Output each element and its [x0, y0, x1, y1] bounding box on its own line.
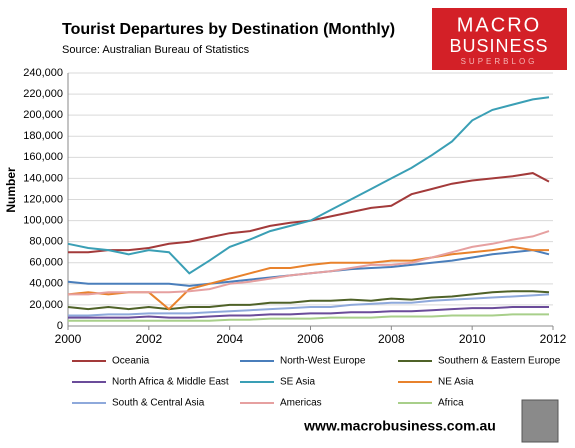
legend-label: Southern & Eastern Europe [438, 356, 561, 367]
legend-label: Americas [280, 398, 322, 409]
series-line [68, 306, 549, 319]
footer-url: www.macrobusiness.com.au [303, 418, 496, 434]
y-tick-label: 240,000 [23, 67, 63, 79]
y-tick-label: 80,000 [29, 236, 63, 248]
logo-text: SUPERBLOG [461, 57, 538, 66]
series-line [67, 96, 550, 275]
legend-label: South & Central Asia [112, 398, 205, 409]
series-line [67, 290, 550, 311]
logo-text: MACRO [457, 14, 541, 36]
y-tick-label: 100,000 [23, 214, 63, 226]
legend-label: Oceania [112, 356, 150, 367]
series-line [68, 293, 550, 317]
y-tick-label: 60,000 [29, 257, 63, 269]
legend-label: SE Asia [280, 377, 315, 388]
y-tick-label: 40,000 [29, 278, 63, 290]
y-tick-label: 140,000 [23, 172, 63, 184]
logo-box [432, 8, 567, 70]
x-tick-label: 2010 [459, 332, 486, 346]
chart-subtitle: Source: Australian Bureau of Statistics [62, 44, 250, 56]
series-line [68, 230, 550, 296]
series-line [68, 313, 549, 322]
legend-label: Africa [438, 398, 464, 409]
x-tick-label: 2002 [135, 332, 162, 346]
y-tick-label: 180,000 [23, 130, 63, 142]
x-tick-label: 2012 [540, 332, 567, 346]
y-tick-label: 160,000 [23, 151, 63, 163]
y-tick-label: 0 [57, 320, 63, 332]
x-tick-label: 2000 [55, 332, 82, 346]
x-tick-label: 2008 [378, 332, 405, 346]
y-tick-label: 120,000 [23, 193, 63, 205]
y-axis-label: Number [4, 167, 18, 213]
y-tick-label: 20,000 [29, 299, 63, 311]
x-tick-label: 2004 [216, 332, 243, 346]
legend-label: NE Asia [438, 377, 474, 388]
logo-image [521, 399, 559, 443]
y-tick-label: 220,000 [23, 88, 63, 100]
legend-label: North-West Europe [280, 356, 366, 367]
chart-title: Tourist Departures by Destination (Month… [62, 21, 395, 38]
x-tick-label: 2006 [297, 332, 324, 346]
logo-text: BUSINESS [449, 36, 548, 56]
y-tick-label: 200,000 [23, 109, 63, 121]
legend-label: North Africa & Middle East [112, 377, 229, 388]
